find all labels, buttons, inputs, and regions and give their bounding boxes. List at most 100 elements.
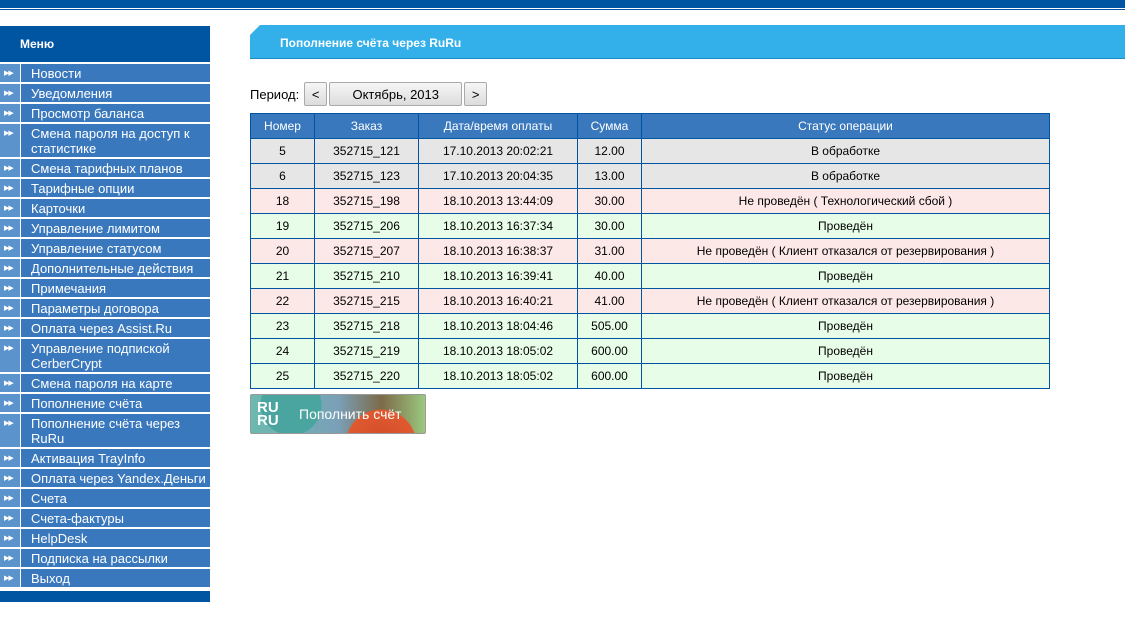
arrow-icon: ▶▶ — [0, 84, 20, 102]
sidebar-item[interactable]: ▶▶ Управление подпиской CerberCrypt — [0, 339, 210, 372]
sidebar-item[interactable]: ▶▶ Примечания — [0, 279, 210, 297]
topup-label: Пополнить счёт — [299, 406, 402, 422]
sidebar-item-label: Управление статусом — [21, 239, 210, 257]
table-cell: 352715_121 — [314, 138, 419, 164]
table-cell: Не проведён ( Клиент отказался от резерв… — [641, 238, 1050, 264]
next-month-button[interactable]: > — [464, 82, 488, 106]
sidebar-item[interactable]: ▶▶ Управление статусом — [0, 239, 210, 257]
column-header: Сумма — [577, 113, 642, 139]
sidebar-item-label: Смена пароля на доступ к статистике — [21, 124, 210, 157]
table-row: 18 352715_198 18.10.2013 13:44:09 30.00 Не п… — [250, 188, 1050, 214]
table-cell: 352715_218 — [314, 313, 419, 339]
table-cell: 25 — [250, 363, 315, 389]
sidebar-item-label: Пополнение счёта через RuRu — [21, 414, 210, 447]
sidebar-item-label: Счета — [21, 489, 210, 507]
sidebar-item-label: Просмотр баланса — [21, 104, 210, 122]
table-cell: 505.00 — [577, 313, 642, 339]
top-divider — [0, 9, 1125, 10]
sidebar-item[interactable]: ▶▶ Уведомления — [0, 84, 210, 102]
table-cell: В обработке — [641, 163, 1050, 189]
table-cell: 18.10.2013 13:44:09 — [418, 188, 578, 214]
arrow-icon: ▶▶ — [0, 299, 20, 317]
column-header: Статус операции — [641, 113, 1050, 139]
arrow-icon: ▶▶ — [0, 414, 20, 447]
table-cell: 24 — [250, 338, 315, 364]
prev-month-button[interactable]: < — [304, 82, 328, 106]
table-row: 21 352715_210 18.10.2013 16:39:41 40.00 Пров… — [250, 263, 1050, 289]
arrow-icon: ▶▶ — [0, 374, 20, 392]
sidebar-item[interactable]: ▶▶ Тарифные опции — [0, 179, 210, 197]
table-cell: 17.10.2013 20:04:35 — [418, 163, 578, 189]
arrow-icon: ▶▶ — [0, 199, 20, 217]
sidebar-item[interactable]: ▶▶ Выход — [0, 569, 210, 587]
arrow-icon: ▶▶ — [0, 124, 20, 157]
sidebar-item[interactable]: ▶▶ Просмотр баланса — [0, 104, 210, 122]
table-cell: Проведён — [641, 338, 1050, 364]
table-cell: 18.10.2013 18:05:02 — [418, 363, 578, 389]
table-cell: 18.10.2013 18:04:46 — [418, 313, 578, 339]
table-row: 19 352715_206 18.10.2013 16:37:34 30.00 Пров… — [250, 213, 1050, 239]
payments-table: Номер Заказ Дата/время оплаты Сумма Статус о… — [250, 113, 1050, 389]
menu-title: Меню — [0, 26, 210, 62]
table-cell: 352715_219 — [314, 338, 419, 364]
table-cell: 18.10.2013 16:40:21 — [418, 288, 578, 314]
table-cell: 18.10.2013 16:39:41 — [418, 263, 578, 289]
column-header: Дата/время оплаты — [418, 113, 578, 139]
table-cell: 18.10.2013 16:38:37 — [418, 238, 578, 264]
table-cell: 352715_206 — [314, 213, 419, 239]
sidebar-item[interactable]: ▶▶ Подписка на рассылки — [0, 549, 210, 567]
table-cell: 22 — [250, 288, 315, 314]
table-cell: 20 — [250, 238, 315, 264]
sidebar-item-label: Дополнительные действия — [21, 259, 210, 277]
top-bar — [0, 0, 1125, 8]
sidebar-item[interactable]: ▶▶ Управление лимитом — [0, 219, 210, 237]
arrow-icon: ▶▶ — [0, 319, 20, 337]
sidebar-item-label: Управление лимитом — [21, 219, 210, 237]
sidebar-item-label: Счета-фактуры — [21, 509, 210, 527]
table-row: 6 352715_123 17.10.2013 20:04:35 13.00 В обр… — [250, 163, 1050, 189]
sidebar-item[interactable]: ▶▶ Пополнение счёта через RuRu — [0, 414, 210, 447]
table-cell: 5 — [250, 138, 315, 164]
sidebar-item-label: Выход — [21, 569, 210, 587]
table-cell: 6 — [250, 163, 315, 189]
sidebar-item[interactable]: ▶▶ Оплата через Assist.Ru — [0, 319, 210, 337]
sidebar-item[interactable]: ▶▶ Карточки — [0, 199, 210, 217]
table-cell: 13.00 — [577, 163, 642, 189]
table-cell: 18 — [250, 188, 315, 214]
table-cell: 352715_123 — [314, 163, 419, 189]
arrow-icon: ▶▶ — [0, 549, 20, 567]
sidebar-item[interactable]: ▶▶ Счета — [0, 489, 210, 507]
sidebar-item[interactable]: ▶▶ Активация TrayInfo — [0, 449, 210, 467]
sidebar-item-label: Активация TrayInfo — [21, 449, 210, 467]
table-cell: 23 — [250, 313, 315, 339]
sidebar-item[interactable]: ▶▶ Смена пароля на карте — [0, 374, 210, 392]
sidebar-item-label: Карточки — [21, 199, 210, 217]
arrow-icon: ▶▶ — [0, 339, 20, 372]
sidebar-item[interactable]: ▶▶ Параметры договора — [0, 299, 210, 317]
sidebar-item[interactable]: ▶▶ HelpDesk — [0, 529, 210, 547]
table-cell: В обработке — [641, 138, 1050, 164]
arrow-icon: ▶▶ — [0, 259, 20, 277]
topup-button[interactable]: RU RU Пополнить счёт — [250, 394, 426, 434]
sidebar-item[interactable]: ▶▶ Смена пароля на доступ к статистике — [0, 124, 210, 157]
table-cell: Не проведён ( Технологический сбой ) — [641, 188, 1050, 214]
arrow-icon: ▶▶ — [0, 469, 20, 487]
sidebar-item[interactable]: ▶▶ Новости — [0, 64, 210, 82]
sidebar-menu: Меню ▶▶ Новости ▶▶ Уведомления ▶▶ Просмотр ба… — [0, 26, 210, 602]
table-cell: 18.10.2013 16:37:34 — [418, 213, 578, 239]
sidebar-item[interactable]: ▶▶ Смена тарифных планов — [0, 159, 210, 177]
table-row: 5 352715_121 17.10.2013 20:02:21 12.00 В обр… — [250, 138, 1050, 164]
table-cell: Проведён — [641, 213, 1050, 239]
table-cell: 30.00 — [577, 213, 642, 239]
sidebar-item[interactable]: ▶▶ Оплата через Yandex.Деньги — [0, 469, 210, 487]
table-cell: 40.00 — [577, 263, 642, 289]
sidebar-item-label: Тарифные опции — [21, 179, 210, 197]
sidebar-item[interactable]: ▶▶ Счета-фактуры — [0, 509, 210, 527]
arrow-icon: ▶▶ — [0, 104, 20, 122]
table-cell: 17.10.2013 20:02:21 — [418, 138, 578, 164]
table-cell: Не проведён ( Клиент отказался от резерв… — [641, 288, 1050, 314]
current-month-button[interactable]: Октябрь, 2013 — [329, 82, 463, 106]
sidebar-item[interactable]: ▶▶ Пополнение счёта — [0, 394, 210, 412]
sidebar-item[interactable]: ▶▶ Дополнительные действия — [0, 259, 210, 277]
table-cell: Проведён — [641, 263, 1050, 289]
